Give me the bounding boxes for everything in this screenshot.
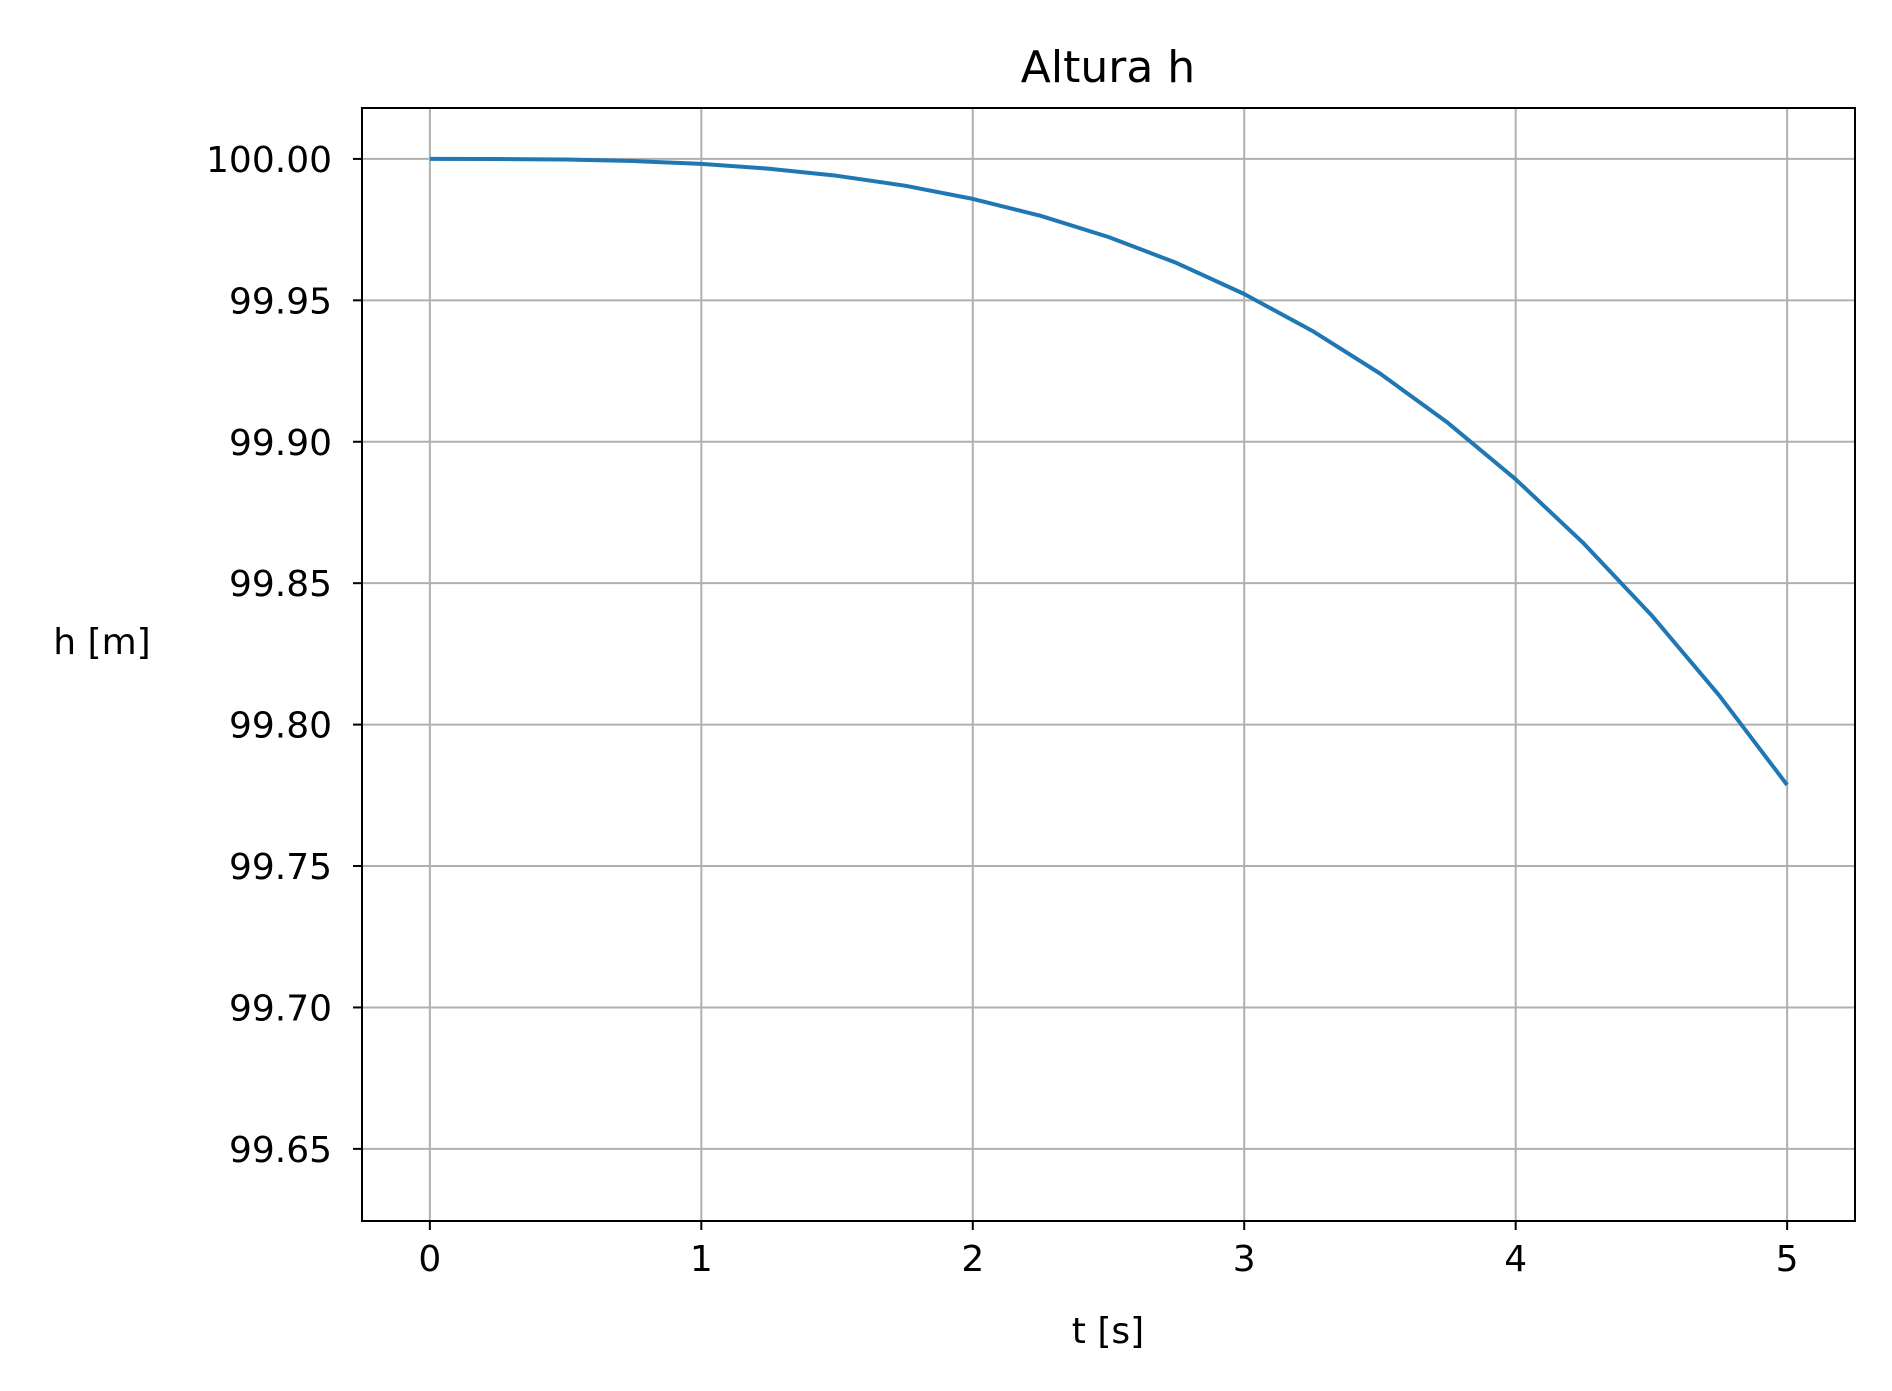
ticks: 0 1 2 3 4 5 100.00 99.95 99.90 99.85 99.80 99.75 99.… <box>206 140 1799 1280</box>
y-tick-label: 99.75 <box>229 847 332 888</box>
x-tick-label: 3 <box>1233 1239 1256 1280</box>
x-tick-label: 2 <box>961 1239 984 1280</box>
y-tick-label: 99.65 <box>229 1130 332 1171</box>
grid <box>362 108 1855 1221</box>
x-tick-label: 1 <box>690 1239 713 1280</box>
series-line <box>429 156 1789 787</box>
y-tick-label: 99.90 <box>229 423 332 464</box>
x-tick-label: 5 <box>1776 1239 1799 1280</box>
x-tick-label: 4 <box>1504 1239 1527 1280</box>
chart-title: Altura h <box>1021 42 1195 93</box>
series-layer <box>429 156 1789 787</box>
y-axis-label: h [m] <box>53 622 150 663</box>
y-tick-label: 99.80 <box>229 706 332 747</box>
x-tick-label: 0 <box>418 1239 441 1280</box>
y-tick-label: 99.70 <box>229 988 332 1029</box>
plot-frame <box>361 107 1856 1222</box>
y-tick-label: 100.00 <box>206 140 332 181</box>
x-axis-label: t [s] <box>1072 1311 1144 1352</box>
y-tick-label: 99.95 <box>229 281 332 322</box>
y-tick-label: 99.85 <box>229 564 332 605</box>
